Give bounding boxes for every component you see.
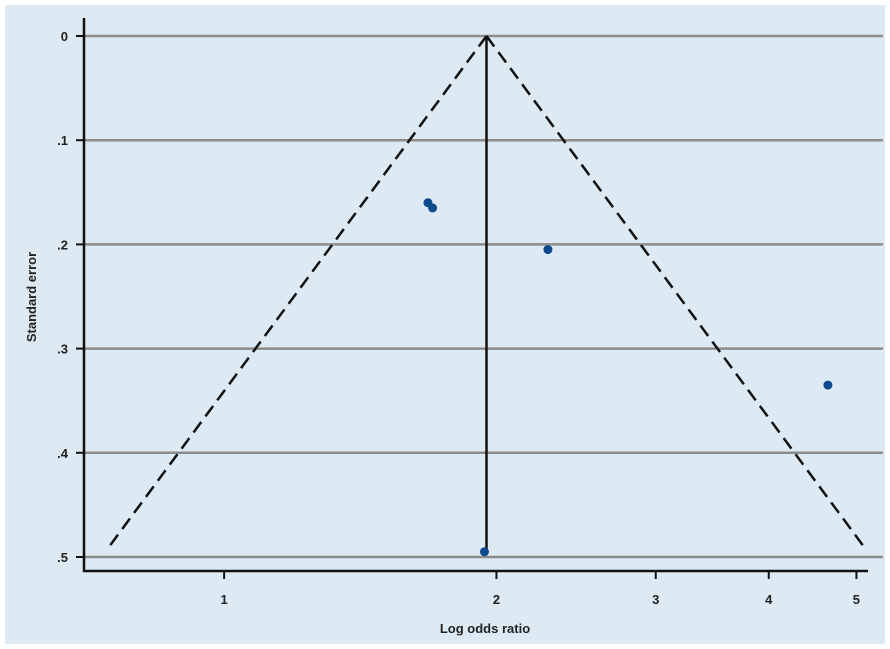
data-points — [423, 198, 833, 557]
x-tick-label: 4 — [765, 592, 773, 607]
y-tick-label: 0 — [61, 29, 68, 44]
data-point — [543, 245, 553, 255]
x-axis-title: Log odds ratio — [440, 621, 530, 636]
y-tick-label: .5 — [57, 550, 68, 565]
gridlines — [84, 34, 883, 559]
x-tick-label: 3 — [652, 592, 659, 607]
y-tick-label: .4 — [57, 446, 69, 461]
y-tick-label: .3 — [57, 342, 68, 357]
x-tick-label: 2 — [493, 592, 500, 607]
data-point — [428, 203, 438, 213]
plot-background — [5, 5, 885, 644]
x-tick-label: 1 — [221, 592, 228, 607]
data-point — [823, 380, 833, 390]
funnel-right-limit — [485, 35, 868, 551]
x-tick-label: 5 — [853, 592, 860, 607]
axes: 0 .1 .2 .3 .4 .5 1 2 3 4 5 — [57, 18, 868, 607]
y-tick-label: .1 — [57, 133, 68, 148]
funnel-left-limit — [105, 35, 488, 551]
y-axis-title: Standard error — [24, 252, 39, 342]
y-tick-label: .2 — [57, 237, 68, 252]
data-point — [479, 547, 489, 557]
funnel-lines — [105, 35, 868, 552]
